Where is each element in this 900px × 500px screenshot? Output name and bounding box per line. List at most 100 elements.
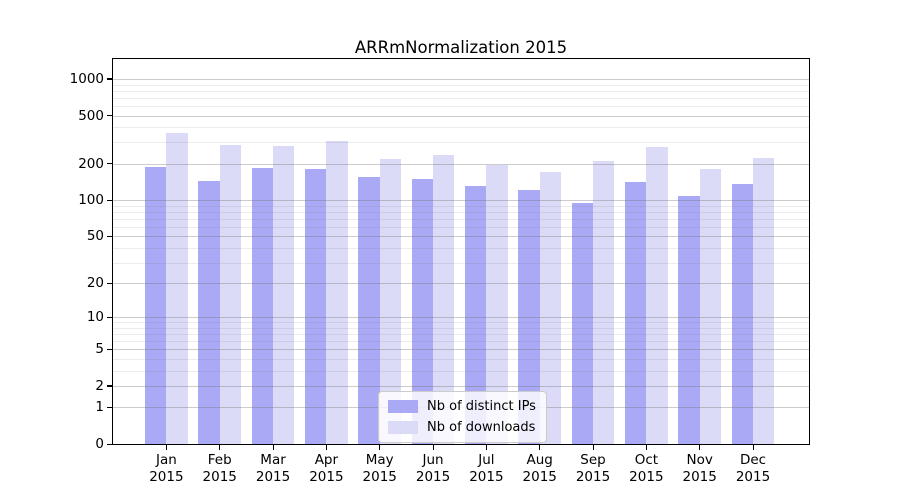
legend-swatch	[388, 421, 418, 434]
x-tick-label: Feb 2015	[188, 452, 252, 485]
bar-downloads-nov	[699, 169, 721, 444]
x-tick-mark	[379, 445, 381, 450]
minor-gridline	[113, 205, 809, 207]
x-tick-label: Apr 2015	[294, 452, 358, 485]
y-tick-mark	[107, 348, 112, 351]
y-tick-mark	[107, 282, 112, 284]
x-tick-year: 2015	[522, 468, 557, 485]
minor-gridline	[113, 322, 809, 324]
x-tick-month: Dec	[739, 452, 767, 468]
bar-downloads-dec	[753, 157, 775, 444]
major-gridline	[113, 163, 809, 165]
y-tick-label: 2	[95, 377, 104, 394]
bar-ips-jan	[145, 166, 167, 444]
bar-downloads-jun	[433, 154, 455, 444]
minor-gridline	[113, 327, 809, 329]
x-tick-label: Dec 2015	[721, 452, 785, 485]
x-tick-month: Sep	[580, 452, 606, 468]
minor-gridline	[113, 84, 809, 86]
bar-ips-aug	[518, 190, 540, 444]
bar-downloads-jan	[166, 133, 188, 444]
major-gridline	[113, 236, 809, 238]
bar-downloads-mar	[273, 145, 295, 444]
bar-ips-feb	[198, 180, 220, 444]
x-tick-month: Mar	[260, 452, 286, 468]
x-tick-mark	[432, 445, 434, 450]
x-tick-mark	[592, 445, 594, 450]
x-tick-year: 2015	[309, 468, 344, 485]
legend-item: Nb of distinct IPs	[388, 399, 536, 414]
minor-gridline	[113, 127, 809, 129]
x-tick-month: Jun	[422, 452, 444, 468]
minor-gridline	[113, 341, 809, 343]
y-tick-mark	[107, 115, 112, 117]
minor-gridline	[113, 90, 809, 92]
x-tick-year: 2015	[469, 468, 504, 485]
x-tick-label: Jan 2015	[134, 452, 198, 485]
x-tick-year: 2015	[202, 468, 237, 485]
y-tick-mark	[107, 406, 112, 409]
major-gridline	[113, 317, 809, 319]
minor-gridline	[113, 105, 809, 107]
x-tick-month: May	[365, 452, 394, 468]
bar-downloads-feb	[219, 144, 242, 444]
bar-ips-nov	[678, 196, 700, 444]
x-tick-year: 2015	[255, 468, 291, 485]
x-tick-month: Apr	[314, 452, 339, 468]
bar-downloads-jul	[486, 165, 508, 444]
x-tick-label: Jul 2015	[454, 452, 518, 485]
x-tick-year: 2015	[629, 468, 664, 485]
y-tick-mark	[107, 385, 112, 387]
legend-swatch	[388, 400, 418, 413]
bar-downloads-apr	[326, 141, 348, 444]
major-gridline	[113, 200, 809, 202]
x-tick-year: 2015	[362, 468, 397, 485]
y-tick-label: 10	[86, 309, 104, 326]
bar-downloads-sep	[593, 160, 615, 444]
x-tick-month: Feb	[207, 452, 232, 468]
y-tick-label: 50	[86, 228, 104, 245]
bar-downloads-aug	[539, 172, 561, 444]
x-tick-year: 2015	[682, 468, 717, 485]
y-tick-label: 500	[78, 107, 104, 124]
x-tick-label: May 2015	[348, 452, 412, 485]
x-tick-mark	[485, 445, 488, 450]
legend-label: Nb of downloads	[427, 420, 536, 435]
major-gridline	[113, 283, 809, 285]
minor-gridline	[113, 334, 809, 336]
x-tick-month: Aug	[526, 452, 553, 468]
x-tick-month: Nov	[686, 452, 713, 468]
x-tick-mark	[539, 445, 541, 450]
minor-gridline	[113, 218, 809, 220]
chart-title: ARRmNormalization 2015	[354, 38, 568, 57]
y-tick-mark	[107, 316, 112, 318]
x-tick-year: 2015	[415, 468, 451, 485]
bar-ips-mar	[251, 167, 274, 444]
minor-gridline	[113, 226, 809, 228]
legend-item: Nb of downloads	[388, 420, 536, 435]
plot-area: Nb of distinct IPs Nb of downloads	[112, 58, 810, 445]
bar-ips-jun	[411, 178, 434, 444]
minor-gridline	[113, 142, 809, 144]
y-tick-label: 1000	[69, 70, 104, 87]
x-tick-label: Jun 2015	[401, 452, 465, 485]
x-tick-mark	[645, 445, 648, 450]
x-tick-mark	[752, 445, 754, 450]
x-tick-label: Sep 2015	[561, 452, 625, 485]
y-tick-label: 1	[95, 399, 104, 416]
minor-gridline	[113, 370, 809, 372]
bar-ips-dec	[731, 184, 754, 444]
x-tick-label: Nov 2015	[668, 452, 732, 485]
x-tick-label: Mar 2015	[241, 452, 305, 485]
x-tick-mark	[272, 445, 274, 450]
major-gridline	[113, 385, 809, 387]
x-tick-label: Oct 2015	[614, 452, 678, 485]
bar-downloads-oct	[646, 146, 668, 444]
x-tick-month: Jul	[478, 452, 495, 468]
x-tick-year: 2015	[735, 468, 771, 485]
y-tick-label: 0	[95, 436, 104, 452]
legend-label: Nb of distinct IPs	[427, 399, 536, 414]
bar-ips-may	[358, 177, 380, 444]
y-tick-mark	[107, 163, 112, 165]
